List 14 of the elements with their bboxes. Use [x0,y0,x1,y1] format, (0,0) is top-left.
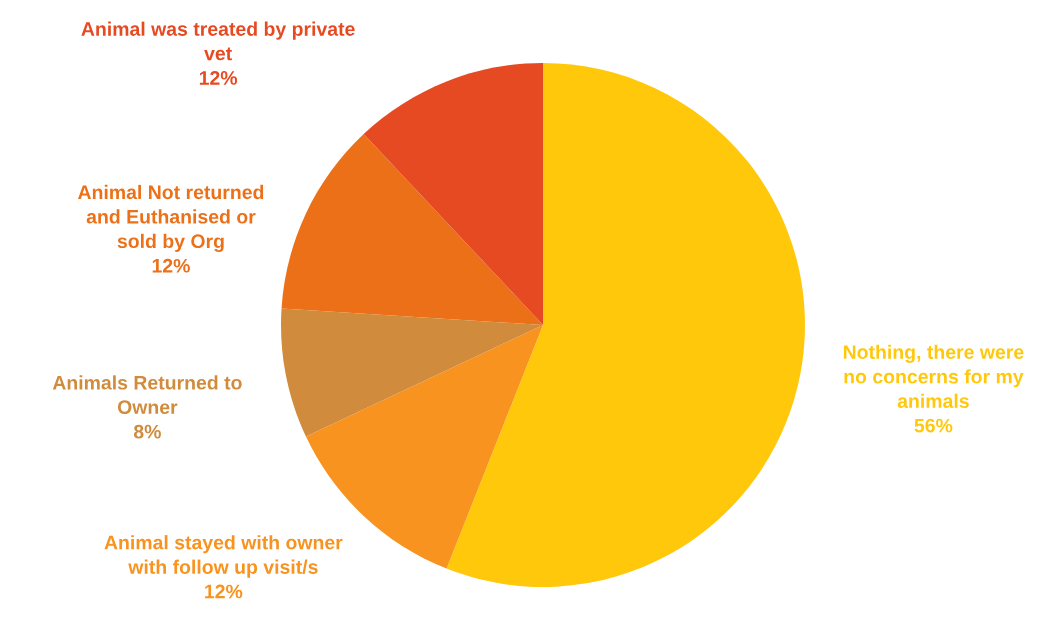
pie-slice [281,308,543,437]
data-label: 8% [133,424,161,439]
slice-label: Animal Not returned and Euthanised or sold by Org [78,184,264,253]
data-label: 56% [914,418,953,433]
slice-label: Animal stayed with owner with follow up visit/s [104,535,343,578]
slice-label: Animals Returned to Owner [52,375,242,415]
pie-slice [363,63,543,325]
pie-slice [446,63,805,587]
slice-label: Nothing, there were no concerns for my animals [843,344,1024,408]
slice-label: Animal was treated by private vet [81,21,355,61]
data-label: 12% [152,258,190,273]
pie-slice [281,134,543,325]
data-label: 12% [205,584,243,599]
data-label: 12% [199,71,238,85]
